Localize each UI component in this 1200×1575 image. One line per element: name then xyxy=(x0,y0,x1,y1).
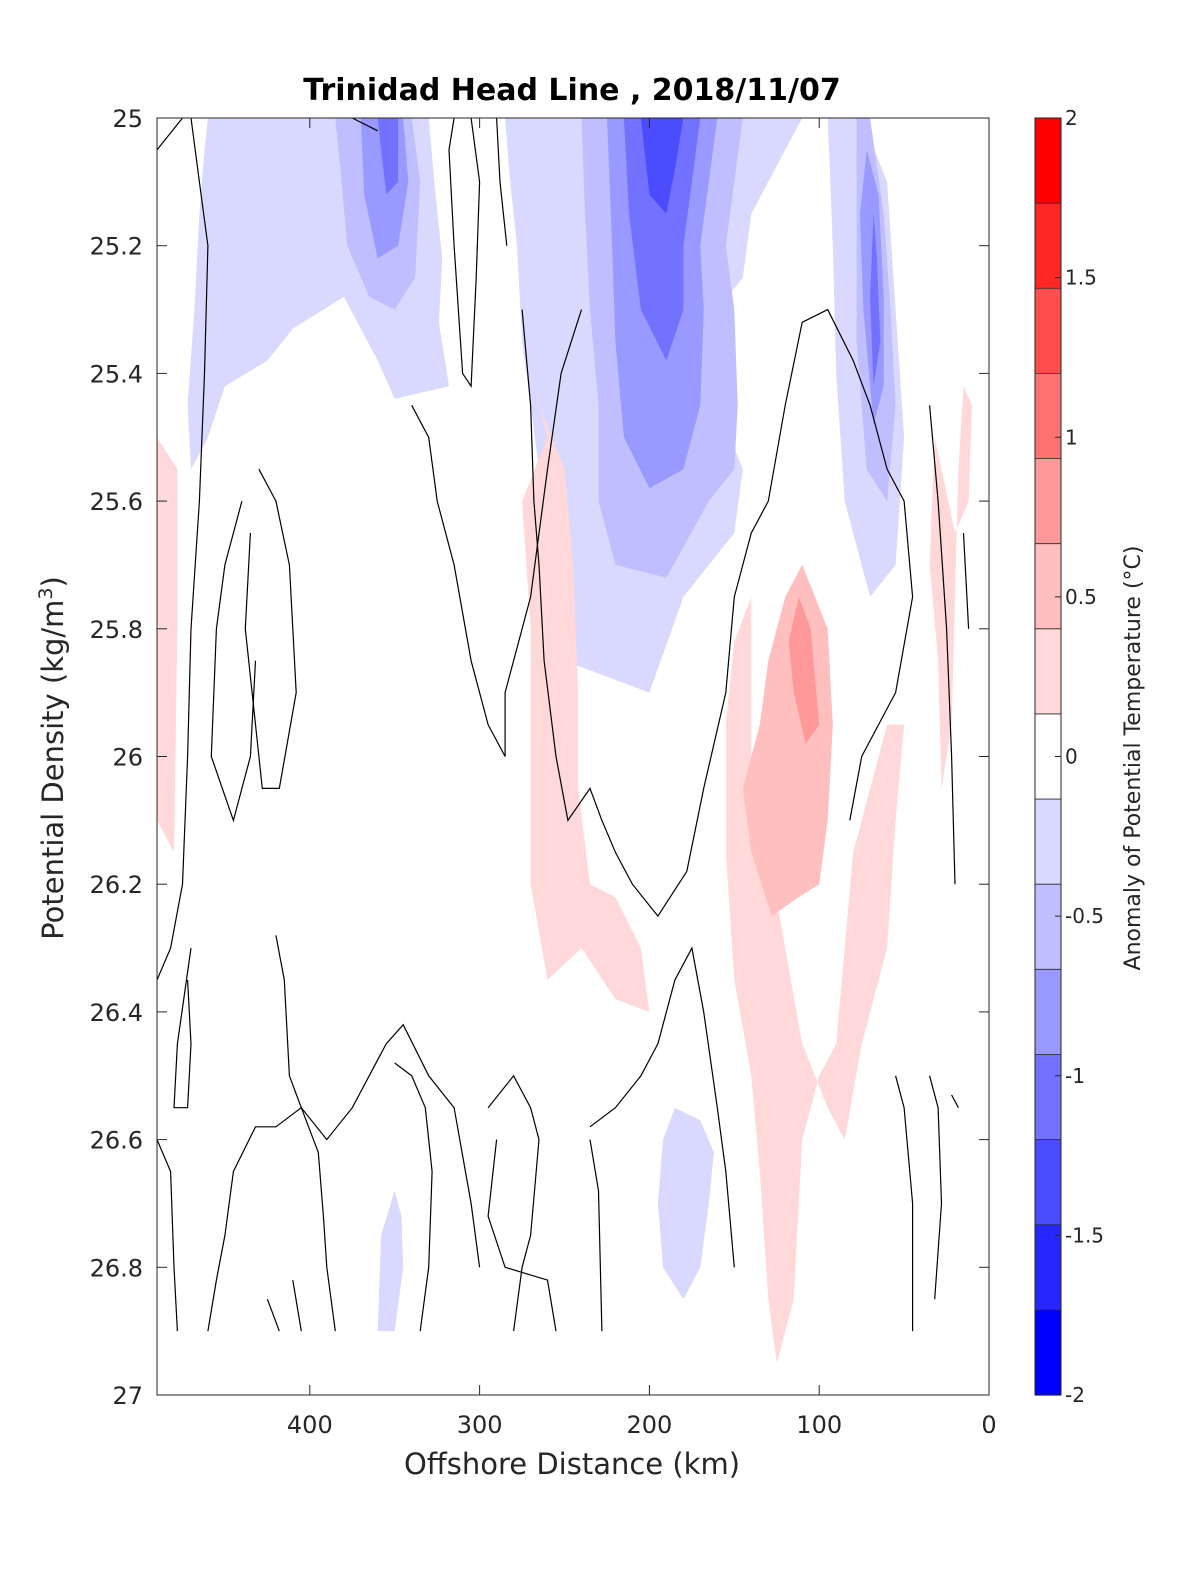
x-tick-label-100: 100 xyxy=(796,1411,842,1439)
y-tick-label-7: 26.4 xyxy=(90,999,143,1027)
colorbar-swatch-2 xyxy=(1035,288,1061,374)
contour-line-24 xyxy=(951,1094,959,1108)
contour-line-23 xyxy=(962,532,970,629)
anomaly-region-19 xyxy=(657,1107,714,1300)
contour-line-10 xyxy=(156,1139,178,1332)
y-tick-label-8: 26.6 xyxy=(90,1127,143,1155)
x-tick-label-0: 0 xyxy=(981,1411,996,1439)
colorbar-swatch-5 xyxy=(1035,543,1061,630)
colorbar-swatch-14 xyxy=(1035,1309,1061,1396)
colorbar-swatch-11 xyxy=(1035,1054,1061,1141)
colorbar-swatch-4 xyxy=(1035,458,1061,545)
contour-line-3 xyxy=(448,117,481,389)
y-tick-label-0: 25 xyxy=(112,105,143,133)
x-axis-label: Offshore Distance (km) xyxy=(404,1447,740,1481)
contour-line-11 xyxy=(207,1106,336,1332)
anomaly-region-14 xyxy=(522,405,650,1012)
colorbar-swatch-10 xyxy=(1035,969,1061,1056)
contour-line-4 xyxy=(496,117,508,246)
colorbar-swatch-8 xyxy=(1035,799,1061,885)
colorbar-swatch-3 xyxy=(1035,373,1061,460)
x-tick-label-300: 300 xyxy=(457,1411,503,1439)
colorbar-label: Anomaly of Potential Temperature (°C) xyxy=(1121,546,1146,971)
colorbar-tick-label-2: 1 xyxy=(1065,425,1078,449)
filled-contour-regions xyxy=(157,118,972,1364)
anomaly-region-3 xyxy=(377,118,399,195)
anomaly-region-12 xyxy=(870,213,881,387)
chart-title: Trinidad Head Line , 2018/11/07 xyxy=(303,73,840,108)
anomaly-region-15 xyxy=(725,596,905,1364)
contour-line-16 xyxy=(487,1074,540,1332)
y-tick-label-9: 26.8 xyxy=(90,1254,143,1282)
y-tick-label-4: 25.8 xyxy=(90,616,143,644)
contour-line-21 xyxy=(929,1075,943,1300)
contour-line-5 xyxy=(521,308,914,918)
contour-line-6 xyxy=(411,309,583,757)
colorbar-swatch-12 xyxy=(1035,1139,1061,1226)
contour-line-13 xyxy=(266,1298,280,1332)
y-tick-label-5: 26 xyxy=(112,744,143,772)
anomaly-region-7 xyxy=(623,118,701,361)
colorbar-tick-label-6: -1 xyxy=(1065,1064,1085,1088)
contour-line-1 xyxy=(156,117,209,981)
contour-line-7 xyxy=(244,468,297,790)
colorbar-swatch-0 xyxy=(1035,118,1061,204)
y-tick-label-10: 27 xyxy=(112,1382,143,1410)
contour-line-17 xyxy=(487,1139,557,1332)
colorbar-swatch-9 xyxy=(1035,884,1061,970)
contour-line-0 xyxy=(156,117,183,151)
colorbar-tick-label-7: -1.5 xyxy=(1065,1223,1104,1247)
y-tick-label-1: 25.2 xyxy=(90,233,143,261)
y-axis-label-suffix: ) xyxy=(36,576,70,587)
y-axis-label-superscript: 3 xyxy=(35,587,57,599)
zero-contour-lines xyxy=(156,117,970,1332)
contour-line-22 xyxy=(929,405,956,885)
anomaly-region-17 xyxy=(788,596,820,744)
contour-line-19 xyxy=(589,946,735,1268)
anomaly-region-8 xyxy=(640,118,684,214)
colorbar-swatch-1 xyxy=(1035,203,1061,289)
contour-line-20 xyxy=(895,1075,914,1332)
y-axis: 25 25.2 25.4 25.6 25.8 26 26.2 26.4 26.6 26.8 27 xyxy=(90,105,989,1410)
anomaly-region-18 xyxy=(929,386,972,789)
y-tick-label-6: 26.2 xyxy=(90,871,143,899)
colorbar-swatch-13 xyxy=(1035,1224,1061,1311)
y-tick-label-3: 25.6 xyxy=(90,488,143,516)
y-axis-label: Potential Density (kg/m3) xyxy=(35,576,70,940)
contour-line-15 xyxy=(394,1062,433,1332)
plot-area xyxy=(156,117,990,1396)
colorbar-tick-label-4: 0 xyxy=(1065,745,1078,769)
contour-line-18 xyxy=(589,1139,603,1332)
colorbar-tick-label-8: -2 xyxy=(1065,1383,1085,1407)
contour-line-8 xyxy=(210,500,257,823)
colorbar-tick-label-0: 2 xyxy=(1065,106,1078,130)
colorbar-tick-label-1: 1.5 xyxy=(1065,266,1097,290)
colorbar: 2 1.5 1 0.5 0 -0.5 -1 -1.5 -2 xyxy=(1034,106,1104,1407)
colorbar-swatch-6 xyxy=(1035,628,1061,715)
y-tick-label-2: 25.4 xyxy=(90,360,143,388)
contour-line-12 xyxy=(292,1280,302,1332)
anomaly-region-13 xyxy=(157,437,178,853)
x-tick-label-400: 400 xyxy=(287,1411,333,1439)
colorbar-tick-label-5: -0.5 xyxy=(1065,904,1104,928)
contour-line-2 xyxy=(352,117,378,132)
anomaly-region-20 xyxy=(377,1190,404,1332)
x-tick-label-200: 200 xyxy=(627,1411,673,1439)
x-axis: 400 300 200 100 0 xyxy=(287,118,997,1439)
contour-line-9 xyxy=(173,948,192,1109)
y-axis-label-main: Potential Density (kg/m xyxy=(36,600,70,940)
colorbar-tick-label-3: 0.5 xyxy=(1065,585,1097,609)
contour-line-14 xyxy=(275,935,481,1268)
